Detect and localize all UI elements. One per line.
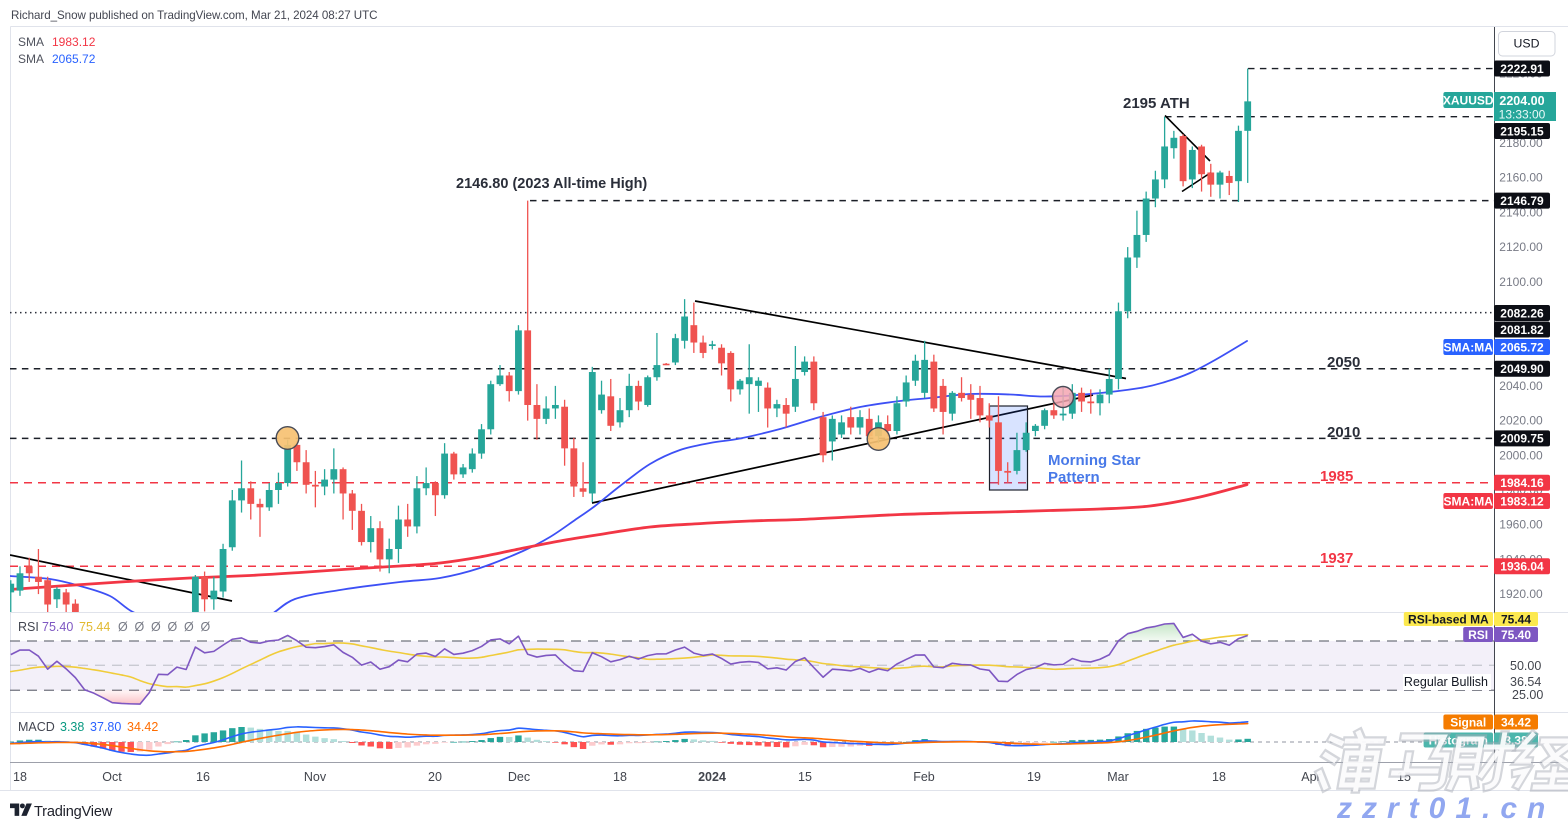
svg-text:2020.00: 2020.00 (1499, 414, 1543, 428)
svg-text:2081.82: 2081.82 (1500, 323, 1544, 337)
svg-text:RSI: RSI (1468, 628, 1488, 642)
svg-text:MACD: MACD (18, 720, 55, 734)
svg-text:2195 ATH: 2195 ATH (1123, 95, 1190, 112)
svg-text:1960.00: 1960.00 (1499, 518, 1543, 532)
svg-text:16: 16 (196, 770, 210, 784)
svg-text:Regular Bullish: Regular Bullish (1404, 675, 1488, 689)
svg-text:2024: 2024 (698, 770, 726, 784)
svg-text:1936.04: 1936.04 (1500, 560, 1544, 574)
svg-text:Ø: Ø (184, 620, 194, 634)
svg-text:Signal: Signal (1450, 715, 1486, 729)
svg-text:Ø: Ø (118, 620, 128, 634)
svg-text:2050: 2050 (1327, 354, 1360, 371)
svg-text:13:33:00: 13:33:00 (1499, 108, 1546, 122)
svg-text:18: 18 (613, 770, 627, 784)
svg-text:1983.12: 1983.12 (52, 35, 96, 49)
svg-text:Morning Star: Morning Star (1048, 452, 1141, 469)
svg-text:SMA:MA: SMA:MA (1444, 340, 1494, 354)
svg-text:1983.12: 1983.12 (1500, 494, 1544, 508)
svg-text:18: 18 (1212, 770, 1226, 784)
svg-text:Ø: Ø (151, 620, 161, 634)
svg-text:75.40: 75.40 (42, 620, 73, 634)
svg-text:Richard_Snow published on Trad: Richard_Snow published on TradingView.co… (11, 9, 377, 22)
svg-text:Oct: Oct (102, 770, 122, 784)
svg-text:2065.72: 2065.72 (1500, 340, 1544, 354)
svg-text:2146.80 (2023 All-time High): 2146.80 (2023 All-time High) (456, 176, 647, 192)
svg-text:20: 20 (428, 770, 442, 784)
svg-text:Ø: Ø (135, 620, 145, 634)
svg-text:15: 15 (798, 770, 812, 784)
svg-text:2065.72: 2065.72 (52, 52, 96, 66)
svg-text:1984.16: 1984.16 (1500, 476, 1544, 490)
svg-text:25.00: 25.00 (1512, 688, 1543, 702)
svg-text:USD: USD (1514, 37, 1540, 51)
svg-text:2180.00: 2180.00 (1499, 136, 1543, 150)
svg-text:Pattern: Pattern (1048, 469, 1100, 486)
svg-text:19: 19 (1027, 770, 1041, 784)
svg-text:2146.79: 2146.79 (1500, 194, 1544, 208)
svg-text:1937: 1937 (1320, 550, 1353, 567)
svg-text:2204.00: 2204.00 (1499, 94, 1544, 108)
svg-text:TradingView: TradingView (34, 804, 113, 820)
svg-text:36.54: 36.54 (1510, 675, 1541, 689)
svg-text:2160.00: 2160.00 (1499, 171, 1543, 185)
svg-text:RSI-based MA: RSI-based MA (1408, 612, 1489, 626)
svg-text:37.80: 37.80 (90, 720, 121, 734)
svg-text:2195.15: 2195.15 (1500, 124, 1544, 138)
svg-text:2222.91: 2222.91 (1500, 62, 1544, 76)
svg-text:Ø: Ø (168, 620, 178, 634)
svg-text:34.42: 34.42 (127, 720, 158, 734)
svg-text:1985: 1985 (1320, 468, 1353, 485)
svg-text:SMA: SMA (18, 35, 44, 49)
svg-text:18: 18 (13, 770, 27, 784)
svg-text:50.00: 50.00 (1510, 659, 1541, 673)
svg-text:Feb: Feb (913, 770, 935, 784)
svg-text:75.40: 75.40 (1501, 628, 1531, 642)
svg-text:75.44: 75.44 (79, 620, 110, 634)
svg-text:2140.00: 2140.00 (1499, 205, 1543, 219)
svg-text:34.42: 34.42 (1501, 715, 1531, 729)
svg-text:2009.75: 2009.75 (1500, 432, 1544, 446)
svg-text:2120.00: 2120.00 (1499, 240, 1543, 254)
svg-text:SMA:MA: SMA:MA (1444, 494, 1494, 508)
svg-text:2040.00: 2040.00 (1499, 379, 1543, 393)
svg-text:2082.26: 2082.26 (1500, 306, 1544, 320)
svg-text:2010: 2010 (1327, 424, 1360, 441)
svg-text:RSI: RSI (18, 620, 39, 634)
svg-text:2049.90: 2049.90 (1500, 362, 1544, 376)
svg-text:zzrt01.cn: zzrt01.cn (1336, 792, 1555, 825)
svg-text:2100.00: 2100.00 (1499, 275, 1543, 289)
svg-text:Dec: Dec (508, 770, 530, 784)
svg-text:Mar: Mar (1107, 770, 1129, 784)
svg-text:3.38: 3.38 (60, 720, 84, 734)
svg-text:Nov: Nov (304, 770, 327, 784)
svg-text:2000.00: 2000.00 (1499, 448, 1543, 462)
svg-text:75.44: 75.44 (1501, 612, 1531, 626)
svg-text:1920.00: 1920.00 (1499, 587, 1543, 601)
svg-text:Ø: Ø (201, 620, 211, 634)
svg-text:XAUUSD: XAUUSD (1443, 93, 1494, 107)
svg-text:SMA: SMA (18, 52, 44, 66)
